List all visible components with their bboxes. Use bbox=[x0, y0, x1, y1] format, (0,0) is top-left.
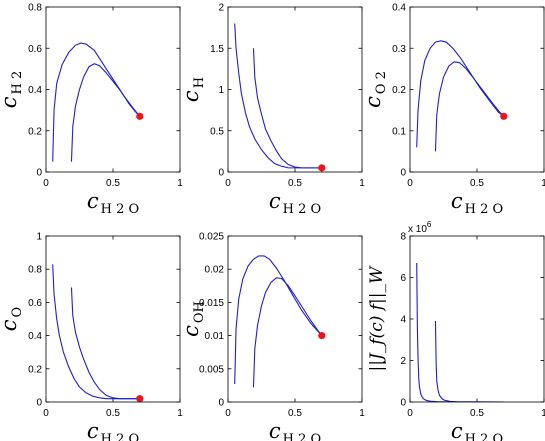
end-point-marker bbox=[500, 112, 508, 120]
end-point-marker bbox=[136, 395, 144, 403]
axes-box bbox=[45, 6, 181, 173]
y-axis-label: cH bbox=[179, 77, 207, 102]
y-tick-label: 0 bbox=[400, 398, 406, 409]
y-axis-label: cOH bbox=[179, 301, 207, 337]
subplot-3: 0 0.5 1 0 0.1 0.2 0.3 0.4 c H 2 O cO 2 bbox=[361, 3, 545, 218]
x-tick-label: 1 bbox=[359, 408, 365, 419]
y-tick-label: 1.5 bbox=[210, 44, 224, 55]
x-tick-label: 0.5 bbox=[288, 178, 302, 189]
y-tick-label: 0.8 bbox=[28, 265, 42, 276]
y-axis-label: cH 2 bbox=[0, 71, 25, 109]
x-tick-label: 0 bbox=[225, 408, 231, 419]
x-tick-label: 0.5 bbox=[470, 408, 484, 419]
y-tick-label: 0.02 bbox=[205, 265, 225, 276]
y-tick-label: 0.2 bbox=[392, 85, 406, 96]
y-tick-label: 1 bbox=[218, 85, 224, 96]
x-tick-label: 1 bbox=[177, 178, 183, 189]
series-line-1 bbox=[234, 23, 322, 169]
y-tick-label: 0.1 bbox=[392, 126, 406, 137]
series-line-2 bbox=[434, 61, 505, 152]
x-tick-label: 0.5 bbox=[106, 178, 120, 189]
y-tick-label: 1 bbox=[36, 232, 42, 243]
y-tick-label: 0.2 bbox=[28, 364, 42, 375]
y-axis-label: cO bbox=[0, 307, 25, 331]
series-line-1 bbox=[416, 262, 504, 402]
y-tick-label: 4 bbox=[400, 315, 406, 326]
y-tick-label: 0.01 bbox=[205, 331, 225, 342]
y-tick-label: 2 bbox=[218, 3, 224, 14]
series-line-1 bbox=[52, 42, 141, 162]
y-tick-label: 0.005 bbox=[199, 364, 224, 375]
end-point-marker bbox=[136, 112, 144, 120]
axes-box bbox=[409, 235, 545, 403]
subplot-6: 0 0.5 1 0 2 4 6 8 c H 2 O ||J_f(c) f||_W x 106 bbox=[367, 220, 545, 441]
subplot-2: 0 0.5 1 0 0.5 1 1.5 2 c H 2 O cH bbox=[179, 3, 365, 218]
series-line-1 bbox=[416, 40, 505, 148]
axes-box bbox=[45, 235, 181, 403]
y-tick-label: 0.5 bbox=[210, 126, 224, 137]
y-tick-label: 0 bbox=[218, 398, 224, 409]
end-point-marker bbox=[318, 164, 326, 172]
y-tick-label: 8 bbox=[400, 232, 406, 243]
end-point-marker bbox=[318, 332, 326, 340]
x-tick-label: 0.5 bbox=[470, 178, 484, 189]
x-tick-label: 1 bbox=[541, 408, 545, 419]
series-line-1 bbox=[52, 264, 140, 400]
x-tick-label: 0.5 bbox=[288, 408, 302, 419]
axes-box bbox=[409, 6, 545, 173]
subplot-4: 0 0.5 1 0 0.2 0.4 0.6 0.8 1 cH 2 O cO bbox=[0, 232, 183, 441]
y-tick-label: 0 bbox=[36, 398, 42, 409]
series-line-1 bbox=[234, 255, 323, 385]
x-tick-label: 0 bbox=[407, 178, 413, 189]
y-tick-label: 0 bbox=[400, 168, 406, 179]
y-tick-label: 0.3 bbox=[392, 44, 406, 55]
series-line-2 bbox=[252, 277, 323, 388]
x-tick-label: 0 bbox=[43, 178, 49, 189]
y-tick-label: 0.2 bbox=[28, 126, 42, 137]
y-tick-label: 0.4 bbox=[392, 3, 406, 14]
subplot-5: 0 0.5 1 0 0.005 0.01 0.015 0.02 0.025 c H 2 O cOH bbox=[179, 232, 365, 441]
x-tick-label: 0 bbox=[43, 408, 49, 419]
series-line-2 bbox=[434, 321, 504, 402]
axes-box bbox=[227, 6, 363, 173]
series-line-2 bbox=[70, 63, 141, 162]
x-tick-label: 1 bbox=[359, 178, 365, 189]
x-tick-label: 0.5 bbox=[106, 408, 120, 419]
x-tick-label: 0 bbox=[225, 178, 231, 189]
subplot-1: 0 0.5 1 0 0.2 0.4 0.6 0.8 cH 2 O cH 2 bbox=[0, 3, 183, 218]
y-tick-label: 0.6 bbox=[28, 298, 42, 309]
x-tick-label: 1 bbox=[541, 178, 545, 189]
y-tick-label: 0 bbox=[218, 168, 224, 179]
y-axis-label: cO 2 bbox=[361, 71, 389, 108]
y-tick-label: 6 bbox=[400, 273, 406, 284]
y-tick-label: 0.8 bbox=[28, 3, 42, 14]
y-tick-label: 0.6 bbox=[28, 44, 42, 55]
y-tick-label: 0.4 bbox=[28, 85, 42, 96]
y-tick-label: 0.025 bbox=[199, 232, 224, 243]
y-tick-label: 2 bbox=[400, 356, 406, 367]
y-tick-label: 0.4 bbox=[28, 331, 42, 342]
y-axis-label: ||J_f(c) f||_W bbox=[367, 265, 387, 371]
y-tick-label: 0 bbox=[36, 168, 42, 179]
axes-box bbox=[227, 235, 363, 403]
x-tick-label: 1 bbox=[177, 408, 183, 419]
x-tick-label: 0 bbox=[407, 408, 413, 419]
series-line-2 bbox=[70, 287, 140, 400]
series-line-2 bbox=[252, 48, 322, 169]
y-tick-label: 0.015 bbox=[199, 298, 224, 309]
y-exponent-label: x 106 bbox=[408, 220, 432, 235]
